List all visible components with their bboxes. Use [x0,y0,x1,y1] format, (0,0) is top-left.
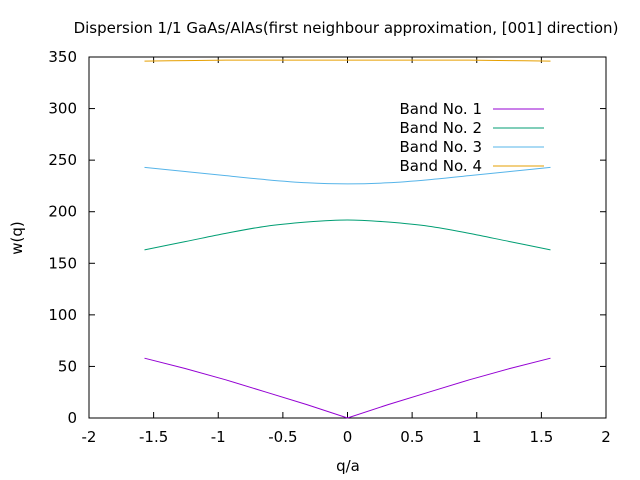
x-tick-label: -1 [211,428,226,446]
x-tick-label: 1.5 [529,428,553,446]
x-tick-label: 0.5 [400,428,424,446]
x-tick-label: -0.5 [268,428,297,446]
series-line-band-1 [144,357,551,419]
y-tick-label: 50 [58,357,77,375]
y-tick-label: 100 [48,306,77,324]
y-tick-label: 0 [67,409,77,427]
y-tick-label: 300 [48,100,77,118]
series-line-band-4 [144,59,551,62]
x-tick-label: 2 [601,428,611,446]
legend-label: Band No. 3 [400,138,483,156]
y-axis-label: w(q) [8,221,26,255]
series-lines [144,59,551,419]
series-line-band-3 [144,166,551,185]
y-tick-label: 250 [48,151,77,169]
x-axis: -2 -1.5 -1 -0.5 0 0.5 1 1.5 2 [82,57,611,446]
y-tick-label: 350 [48,48,77,66]
x-tick-label: -1.5 [139,428,168,446]
x-tick-label: -2 [82,428,97,446]
y-tick-label: 200 [48,203,77,221]
x-axis-label: q/a [336,457,360,475]
x-tick-label: 0 [343,428,353,446]
chart-title: Dispersion 1/1 GaAs/AlAs(first neighbour… [74,19,619,37]
legend-label: Band No. 1 [400,100,483,118]
x-tick-label: 1 [472,428,482,446]
y-tick-label: 150 [48,254,77,272]
series-line-band-2 [144,219,551,251]
legend-label: Band No. 4 [400,157,483,175]
legend-label: Band No. 2 [400,119,483,137]
y-axis: 0 50 100 150 200 250 300 350 [48,48,606,427]
